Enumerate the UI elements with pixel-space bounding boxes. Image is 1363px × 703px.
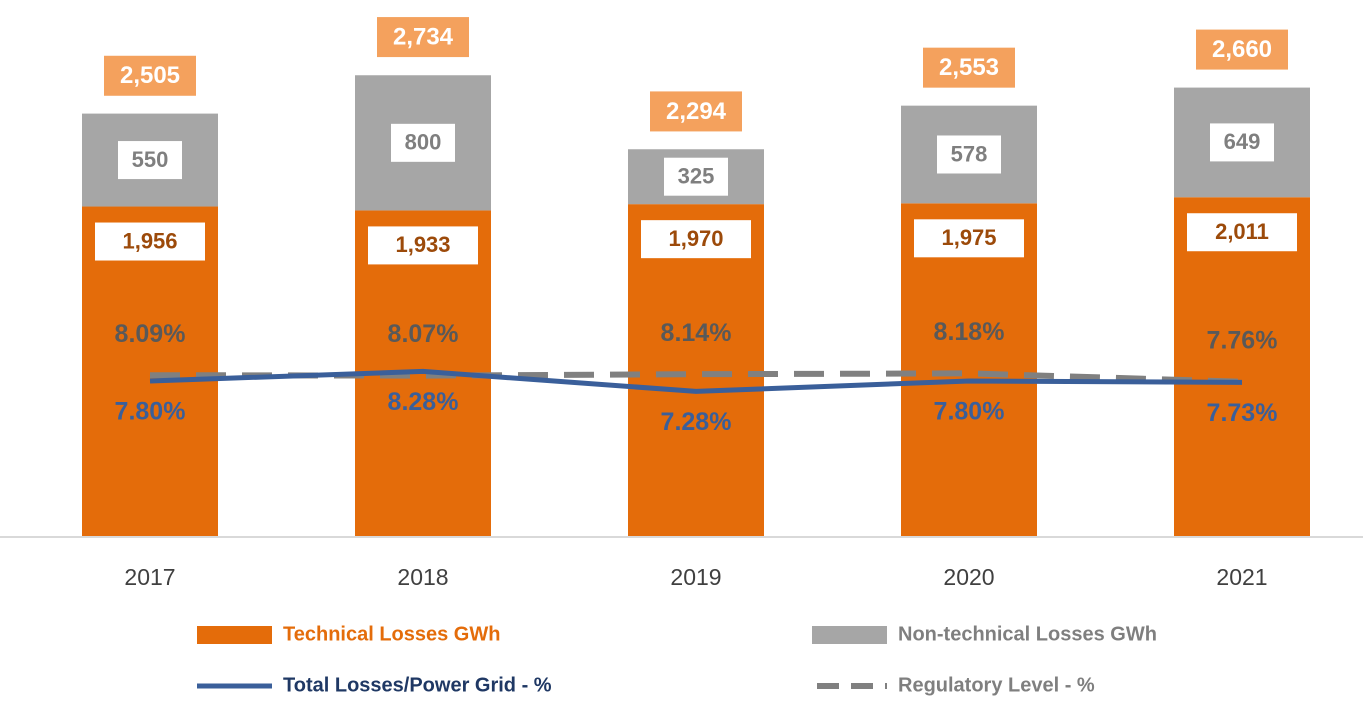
technical-label-box bbox=[914, 219, 1024, 258]
technical-label: 1,933 bbox=[395, 232, 450, 257]
legend-label: Technical Losses GWh bbox=[283, 623, 500, 645]
legend-label: Total Losses/Power Grid - % bbox=[283, 674, 552, 696]
total-label: 2,294 bbox=[666, 98, 727, 125]
x-tick-label: 2020 bbox=[943, 564, 994, 590]
non-technical-label-box bbox=[118, 141, 182, 180]
total-losses-label: 7.28% bbox=[661, 408, 732, 436]
total-losses-label: 7.73% bbox=[1207, 399, 1278, 427]
non-technical-label-box bbox=[391, 123, 455, 162]
regulatory-label: 8.07% bbox=[388, 320, 459, 348]
legend-label: Non-technical Losses GWh bbox=[898, 623, 1157, 645]
legend-swatch bbox=[197, 626, 272, 644]
total-label: 2,734 bbox=[393, 23, 454, 50]
total-label: 2,505 bbox=[120, 62, 180, 89]
regulatory-label: 8.14% bbox=[661, 319, 732, 347]
technical-label: 1,956 bbox=[122, 228, 177, 253]
bar-segment bbox=[901, 203, 1037, 537]
regulatory-label: 8.18% bbox=[934, 318, 1005, 346]
bar-segment bbox=[82, 206, 218, 537]
total-box bbox=[1196, 29, 1288, 70]
x-tick-label: 2017 bbox=[124, 564, 175, 590]
technical-label-box bbox=[95, 222, 205, 261]
total-losses-label: 7.80% bbox=[115, 398, 186, 426]
non-technical-label-box bbox=[1210, 123, 1274, 162]
x-tick-label: 2018 bbox=[397, 564, 448, 590]
non-technical-label: 800 bbox=[405, 130, 442, 155]
technical-label: 1,975 bbox=[941, 225, 996, 250]
x-tick-label: 2021 bbox=[1216, 564, 1267, 590]
non-technical-label: 550 bbox=[132, 147, 169, 172]
non-technical-label: 325 bbox=[678, 164, 715, 189]
total-label: 2,553 bbox=[939, 54, 999, 81]
non-technical-label: 649 bbox=[1224, 129, 1261, 154]
non-technical-label-box bbox=[664, 157, 728, 196]
total-losses-label: 8.28% bbox=[388, 388, 459, 416]
technical-label: 2,011 bbox=[1215, 219, 1269, 244]
regulatory-label: 7.76% bbox=[1207, 326, 1278, 354]
bar-segment bbox=[628, 204, 764, 537]
total-box bbox=[104, 55, 196, 96]
total-losses-label: 7.80% bbox=[934, 398, 1005, 426]
legend-swatch bbox=[812, 626, 887, 644]
technical-label-box bbox=[641, 220, 751, 259]
legend-label: Regulatory Level - % bbox=[898, 674, 1095, 696]
technical-label-box bbox=[1187, 213, 1297, 252]
total-box bbox=[650, 91, 742, 132]
x-tick-label: 2019 bbox=[670, 564, 721, 590]
total-losses-line bbox=[149, 368, 1243, 394]
total-label: 2,660 bbox=[1212, 36, 1272, 63]
total-box bbox=[923, 47, 1015, 88]
non-technical-label-box bbox=[937, 135, 1001, 174]
total-box bbox=[377, 17, 469, 58]
technical-label: 1,970 bbox=[668, 226, 723, 251]
bar-segment bbox=[1174, 197, 1310, 537]
regulatory-label: 8.09% bbox=[115, 320, 186, 348]
non-technical-label: 578 bbox=[951, 141, 988, 166]
technical-label-box bbox=[368, 226, 478, 265]
